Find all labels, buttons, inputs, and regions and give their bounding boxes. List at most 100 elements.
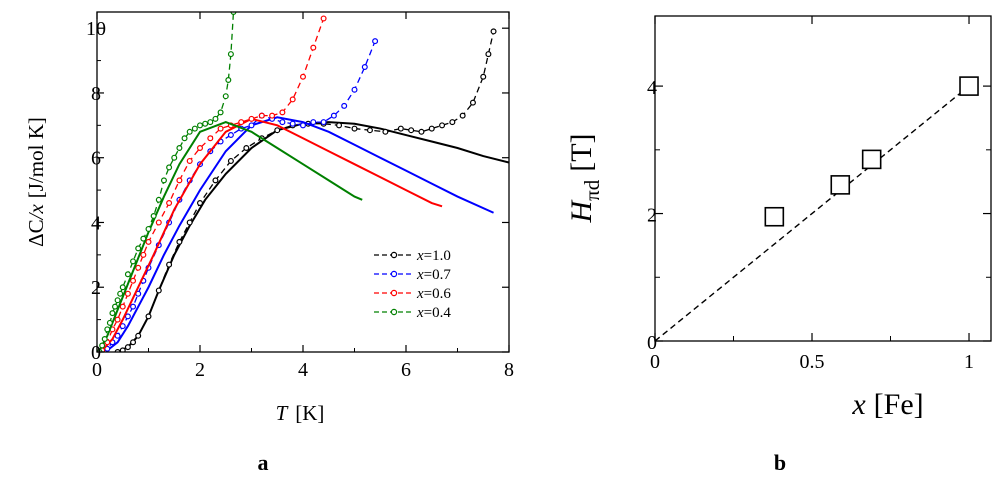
data-point-x-1-0	[382, 128, 389, 135]
data-point-x-0-4	[155, 196, 162, 203]
data-point-x-0-6	[124, 290, 131, 297]
data-point-x-0-4	[222, 93, 229, 100]
data-point-x-1-0	[119, 347, 126, 352]
data-point-x-0-4	[166, 164, 173, 171]
data-point-x-0-4	[104, 326, 111, 333]
y-tick-label: 4	[91, 212, 101, 234]
data-point-x-1-0	[469, 99, 476, 106]
x-tick-label: 0	[92, 359, 102, 381]
panel-a-label: a	[258, 450, 269, 475]
data-point-x-1-0	[449, 119, 456, 126]
y-tick-label: 6	[91, 148, 101, 170]
data-line-x-1-0	[117, 31, 495, 352]
data-point-x-0-4	[112, 303, 119, 310]
legend-marker	[390, 289, 398, 297]
data-point-x-0-6	[289, 96, 296, 103]
data-point-x-1-0	[480, 73, 487, 80]
x-tick-label: 0	[650, 351, 660, 373]
data-point-x-1-0	[243, 145, 250, 152]
data-point-x-0-6	[197, 145, 204, 152]
data-point-x-0-6	[166, 200, 173, 207]
data-point-x-0-6	[119, 303, 126, 310]
legend-label: x=0.7	[416, 267, 451, 283]
legend-item-x-0-7: x=0.7	[374, 267, 451, 283]
data-point-x-0-7	[289, 120, 296, 127]
data-point-x-0-6	[217, 125, 224, 132]
legend-label: x=0.6	[416, 286, 451, 302]
data-point-x-0-4	[124, 271, 131, 278]
data-point-square	[861, 149, 882, 170]
data-point-square	[959, 76, 979, 96]
y-tick-label: 0	[91, 342, 101, 364]
legend-item-x-0-4: x=0.4	[374, 305, 451, 321]
x-tick-label: 6	[401, 359, 411, 381]
data-point-x-0-4	[186, 128, 193, 135]
data-point-x-1-0	[336, 122, 343, 129]
y-tick-label: 2	[647, 205, 657, 227]
data-point-x-1-0	[155, 287, 162, 294]
data-point-x-0-4	[101, 336, 108, 343]
data-point-x-1-0	[124, 344, 131, 351]
y-tick-label: 4	[647, 77, 657, 99]
data-point-x-0-4	[119, 284, 126, 291]
y-tick-label: 2	[91, 277, 101, 299]
data-point-x-1-0	[428, 125, 435, 132]
data-point-x-0-6	[248, 115, 255, 122]
x-tick-label: 0.5	[800, 351, 825, 373]
data-point-x-1-0	[186, 219, 193, 226]
fit-line	[654, 85, 970, 342]
data-point-x-0-6	[140, 251, 147, 258]
data-point-square	[830, 175, 851, 195]
data-point-x-1-0	[439, 122, 446, 129]
fit-line-x-0-4	[98, 121, 363, 351]
data-point-x-0-4	[176, 145, 183, 152]
data-point-x-1-0	[130, 339, 137, 346]
data-point-x-0-7	[227, 132, 234, 139]
legend-label: x=0.4	[416, 305, 451, 321]
data-point-x-0-4	[99, 342, 106, 349]
data-point-x-0-6	[155, 219, 162, 226]
data-point-x-0-6	[310, 44, 317, 51]
data-line-x-0-6	[99, 18, 325, 352]
data-point-x-0-7	[372, 38, 379, 45]
data-point-x-0-7	[320, 119, 327, 126]
data-point-x-1-0	[227, 157, 234, 164]
data-point-x-0-7	[310, 119, 317, 126]
data-point-x-0-6	[269, 112, 276, 119]
data-point-x-0-7	[248, 122, 255, 129]
data-point-x-0-6	[207, 135, 214, 142]
data-point-x-0-4	[130, 258, 137, 265]
data-point-x-0-4	[160, 177, 167, 184]
panel-b-label: b	[774, 450, 786, 475]
data-point-x-0-7	[300, 122, 307, 129]
data-point-square	[764, 206, 785, 227]
data-point-x-0-4	[150, 213, 157, 220]
panel-a-xlabel: T [K]	[276, 401, 325, 425]
data-point-x-0-4	[171, 154, 178, 161]
data-point-x-0-7	[124, 313, 131, 320]
panel-b-chart: 0 0.5 1 0 2 4 Hπd[T] x [Fe] b	[565, 15, 992, 475]
x-tick-label: 8	[504, 359, 514, 381]
data-point-x-0-4	[225, 76, 232, 83]
data-point-x-0-4	[135, 245, 142, 252]
data-point-x-1-0	[366, 127, 373, 134]
panel-b-xlabel: x [Fe]	[851, 388, 923, 421]
legend-label: x=1.0	[416, 248, 451, 264]
data-point-x-0-4	[109, 310, 116, 317]
panel-b-ylabel: Hπd[T]	[565, 133, 604, 223]
data-point-x-0-4	[145, 225, 152, 232]
data-point-x-0-7	[351, 86, 358, 93]
y-tick-label: 10	[86, 18, 106, 40]
data-point-x-1-0	[197, 200, 204, 207]
data-point-x-0-7	[279, 119, 286, 126]
data-point-x-0-6	[145, 238, 152, 245]
data-point-x-1-0	[351, 125, 358, 132]
data-point-x-0-7	[330, 112, 337, 119]
data-point-x-0-4	[106, 319, 113, 326]
data-point-x-0-4	[212, 115, 219, 122]
data-point-x-0-6	[135, 264, 142, 271]
data-point-x-0-6	[130, 277, 137, 284]
data-point-x-0-7	[361, 64, 368, 71]
panel-b-marks	[654, 76, 979, 342]
